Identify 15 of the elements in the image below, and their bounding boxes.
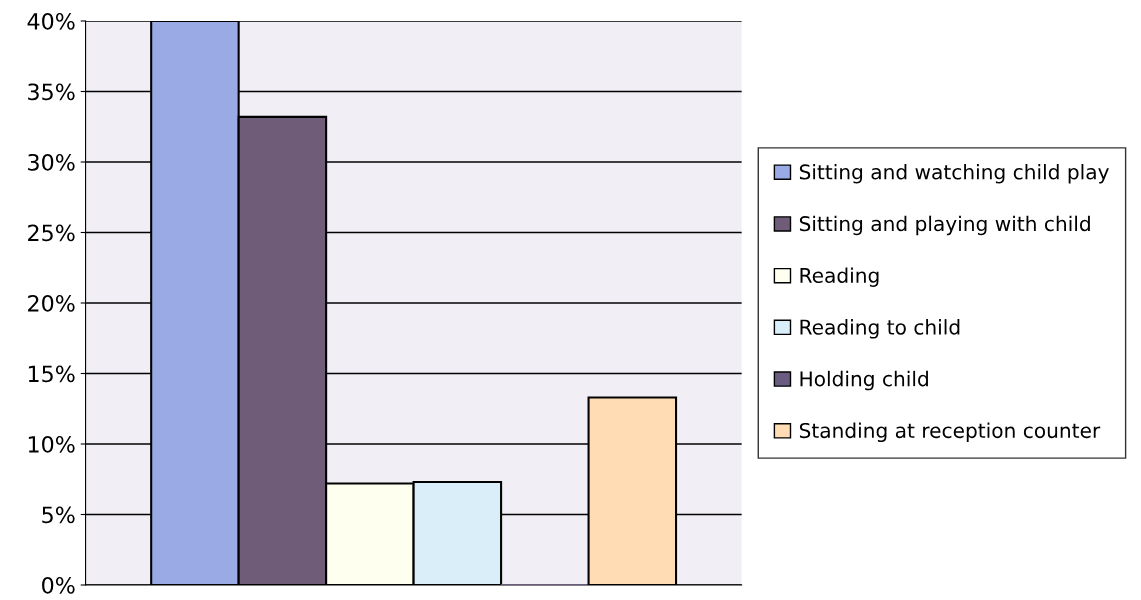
legend-label: Sitting and playing with child bbox=[799, 215, 1090, 236]
legend-label: Reading bbox=[800, 267, 879, 287]
y-tick-label: 35% bbox=[28, 83, 75, 101]
y-tick-label: 15% bbox=[28, 365, 75, 383]
y-tick-label: 0% bbox=[42, 576, 75, 594]
legend-label: Sitting and watching child play bbox=[799, 163, 1109, 184]
legend-label: Standing at reception counter bbox=[799, 422, 1101, 443]
legend-label: Holding child bbox=[800, 370, 928, 391]
y-tick-label: 40% bbox=[27, 12, 75, 30]
y-tick-label: 5% bbox=[42, 506, 75, 524]
y-tick-label: 30% bbox=[28, 153, 75, 171]
y-tick-label: 10% bbox=[28, 435, 75, 453]
legend-label: Reading to child bbox=[800, 319, 960, 339]
y-tick-label: 25% bbox=[28, 224, 75, 242]
y-tick-label: 20% bbox=[28, 294, 75, 312]
